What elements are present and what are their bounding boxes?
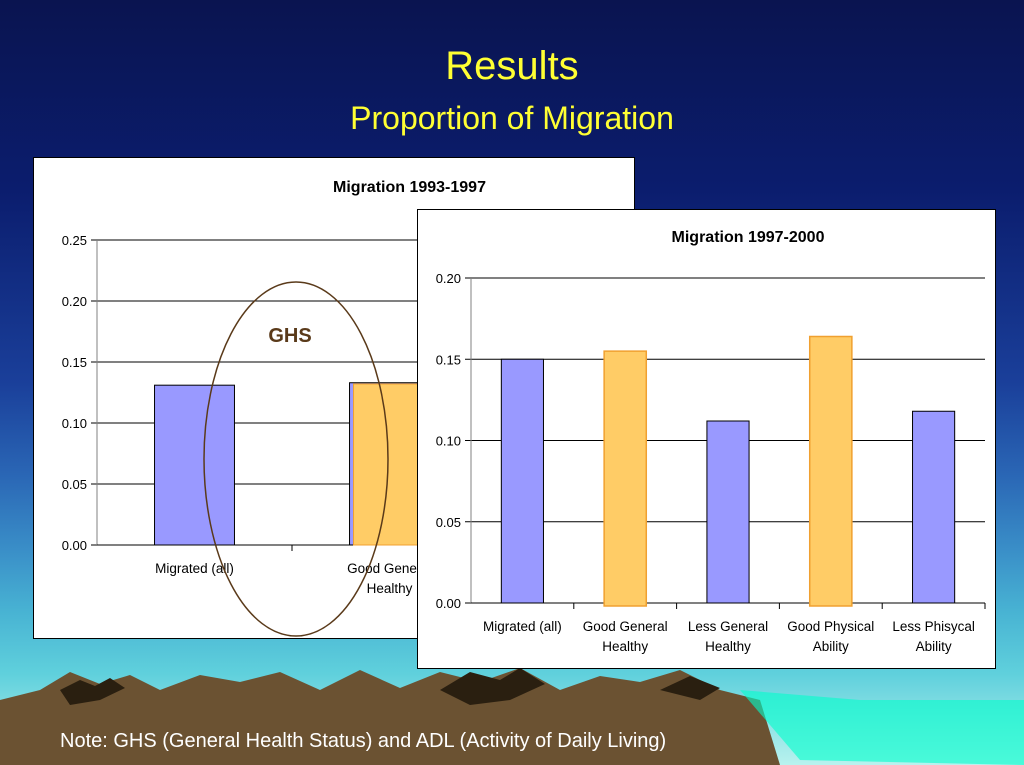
x-tick-label: Good Physical	[787, 619, 874, 634]
x-tick-label: Healthy	[367, 581, 413, 596]
y-tick-label: 0.15	[436, 352, 461, 367]
bar	[706, 420, 750, 604]
slide-title: Results	[445, 44, 579, 88]
x-tick-label: Good General	[583, 619, 668, 634]
bar	[603, 350, 648, 607]
bar	[154, 384, 235, 546]
x-tick-label: Migrated (all)	[155, 561, 234, 576]
bar	[500, 358, 544, 604]
y-tick-label: 0.05	[436, 515, 461, 530]
y-tick-label: 0.10	[62, 416, 87, 431]
x-tick-label: Less General	[688, 619, 768, 634]
y-tick-label: 0.20	[62, 294, 87, 309]
footnote: Note: GHS (General Health Status) and AD…	[60, 730, 667, 752]
x-tick-label: Migrated (all)	[483, 619, 562, 634]
chart-panel-1997-2000: Migration 1997-2000 0.00 0.05 0.10 0.15 0.20 M…	[417, 209, 996, 669]
bar	[808, 335, 853, 607]
bar	[912, 410, 956, 604]
x-tick-label: Ability	[916, 639, 952, 654]
x-tick-label: Healthy	[602, 639, 648, 654]
chart-title: Migration 1993-1997	[333, 179, 486, 196]
chart-title: Migration 1997-2000	[672, 229, 825, 246]
x-tick-label: Healthy	[705, 639, 751, 654]
y-tick-label: 0.05	[62, 477, 87, 492]
x-tick-label: Ability	[813, 639, 849, 654]
y-tick-label: 0.15	[62, 355, 87, 370]
y-tick-label: 0.10	[436, 434, 461, 449]
x-tick-label: Less Phisycal	[892, 619, 975, 634]
slide-subtitle: Proportion of Migration	[350, 100, 674, 136]
y-tick-label: 0.25	[62, 233, 87, 248]
y-tick-label: 0.00	[62, 538, 87, 553]
y-tick-label: 0.00	[436, 596, 461, 611]
chart-1997-2000: Migration 1997-2000 0.00 0.05 0.10 0.15 0.20 M…	[436, 229, 986, 654]
y-tick-label: 0.20	[436, 271, 461, 286]
